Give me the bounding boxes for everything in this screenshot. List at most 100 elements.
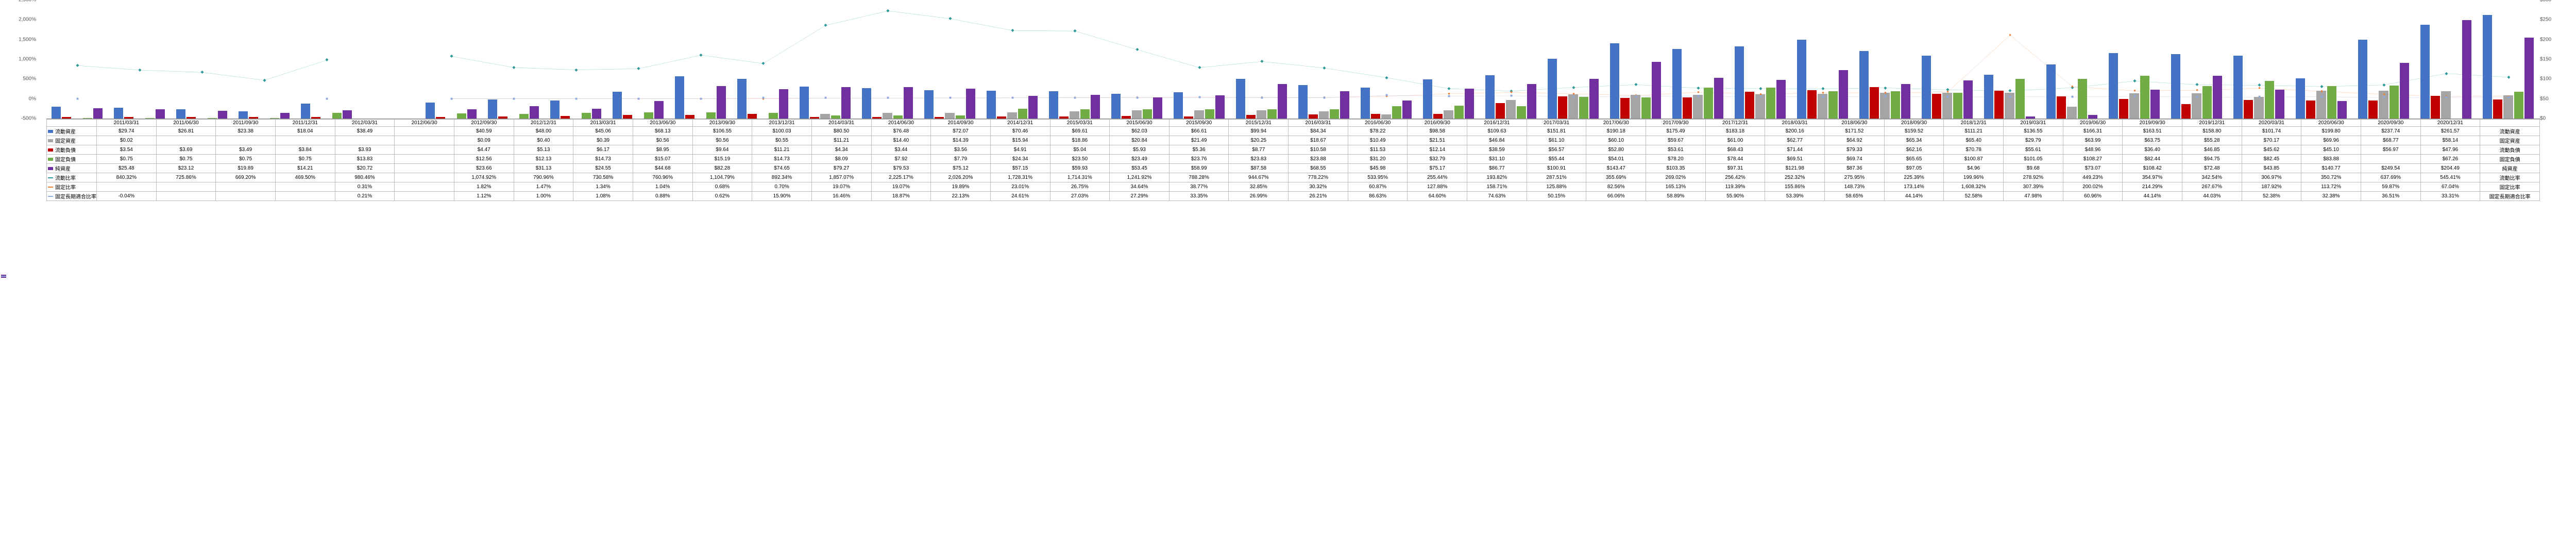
- bar-current_assets: [737, 79, 747, 119]
- table-cell: $97.31: [1705, 164, 1765, 173]
- table-cell: 59.87%: [2361, 182, 2420, 192]
- table-cell: $73.07: [2063, 164, 2123, 173]
- table-cell: $159.52: [1884, 127, 1944, 136]
- table-cell: 1,714.31%: [1050, 173, 1110, 182]
- bar-current_liab: [1496, 103, 1505, 119]
- period-header: 2018/06/30: [1825, 120, 1885, 127]
- bar-current_assets: [675, 76, 684, 119]
- table-cell: 1,074.92%: [454, 173, 514, 182]
- table-cell: $70.46: [990, 127, 1050, 136]
- bar-current_assets: [924, 90, 934, 119]
- bar-net_assets: [156, 109, 165, 119]
- bar-current_assets: [52, 107, 61, 119]
- table-cell: $45.62: [2242, 145, 2301, 155]
- table-cell: $83.88: [2301, 155, 2361, 164]
- row-label-right: 固定長期適合比率: [2480, 192, 2540, 201]
- bar-net_assets: [2524, 38, 2534, 119]
- bar-current_assets: [1298, 85, 1308, 119]
- table-cell: $101.05: [2004, 155, 2063, 164]
- bar-current_assets: [1548, 59, 1557, 119]
- bar-current_liab: [1184, 116, 1193, 119]
- bar-net_assets: [1091, 95, 1100, 119]
- bar-current_liab: [1807, 90, 1817, 119]
- table-cell: $48.00: [514, 127, 573, 136]
- period-header: 2017/12/31: [1705, 120, 1765, 127]
- table-cell: $15.07: [633, 155, 692, 164]
- table-cell: $158.80: [2182, 127, 2242, 136]
- bar-net_assets: [1589, 79, 1599, 119]
- bar-current_assets: [1111, 94, 1121, 119]
- table-cell: $0.02: [97, 136, 157, 145]
- table-cell: $20.72: [335, 164, 395, 173]
- table-cell: $5.04: [1050, 145, 1110, 155]
- table-cell: 256.42%: [1705, 173, 1765, 182]
- table-cell: $52.80: [1586, 145, 1646, 155]
- table-cell: $68.77: [2361, 136, 2420, 145]
- bar-current_liab: [124, 117, 133, 119]
- table-cell: $84.34: [1289, 127, 1348, 136]
- bar-fixed_assets: [1880, 93, 1889, 119]
- table-cell: 1,104.79%: [692, 173, 752, 182]
- row-label: 流動比率: [47, 173, 97, 182]
- table-cell: $79.53: [871, 164, 931, 173]
- table-cell: 269.02%: [1646, 173, 1706, 182]
- table-cell: $7.79: [931, 155, 991, 164]
- bar-fixed_liab: [956, 115, 965, 119]
- bar-fixed_assets: [1755, 94, 1765, 119]
- bar-fixed_liab: [1454, 106, 1464, 119]
- table-cell: $10.49: [1348, 136, 1408, 145]
- bar-fixed_liab: [2202, 86, 2212, 119]
- table-cell: $45.98: [1348, 164, 1408, 173]
- table-cell: $69.74: [1825, 155, 1885, 164]
- table-cell: 38.77%: [1169, 182, 1229, 192]
- table-cell: 840.32%: [97, 173, 157, 182]
- bar-net_assets: [1465, 89, 1474, 119]
- table-cell: [395, 155, 454, 164]
- bar-net_assets: [343, 110, 352, 119]
- period-header: 2017/06/30: [1586, 120, 1646, 127]
- table-cell: $56.57: [1527, 145, 1586, 155]
- table-cell: $199.80: [2301, 127, 2361, 136]
- bar-fixed_assets: [1194, 110, 1204, 119]
- table-cell: 1.82%: [454, 182, 514, 192]
- bar-fixed_liab: [270, 118, 279, 119]
- row-label: 流動負債: [47, 145, 97, 155]
- table-cell: $65.40: [1944, 136, 2004, 145]
- table-cell: $68.55: [1289, 164, 1348, 173]
- table-cell: [395, 164, 454, 173]
- period-header: 2020/03/31: [2242, 120, 2301, 127]
- table-cell: $29.74: [97, 127, 157, 136]
- table-cell: $38.49: [335, 127, 395, 136]
- table-cell: 730.58%: [573, 173, 633, 182]
- table-cell: $80.50: [811, 127, 871, 136]
- table-cell: $62.03: [1110, 127, 1170, 136]
- table-cell: $151.81: [1527, 127, 1586, 136]
- table-cell: 0.31%: [335, 182, 395, 192]
- table-cell: 669.20%: [216, 173, 276, 182]
- bar-current_liab: [1309, 114, 1318, 119]
- table-cell: $136.55: [2004, 127, 2063, 136]
- table-cell: 30.32%: [1289, 182, 1348, 192]
- table-cell: 15.90%: [752, 192, 812, 201]
- table-cell: 44.14%: [1884, 192, 1944, 201]
- bar-current_liab: [1433, 114, 1443, 119]
- table-cell: $68.43: [1705, 145, 1765, 155]
- table-cell: $0.40: [514, 136, 573, 145]
- table-cell: $261.57: [2420, 127, 2480, 136]
- table-cell: 252.32%: [1765, 173, 1825, 182]
- bar-fixed_assets: [2067, 107, 2076, 119]
- table-cell: $12.56: [454, 155, 514, 164]
- table-cell: $99.94: [1229, 127, 1289, 136]
- table-cell: 58.89%: [1646, 192, 1706, 201]
- row-label: 固定比率: [47, 182, 97, 192]
- bar-net_assets: [592, 109, 601, 119]
- table-cell: $61.10: [1527, 136, 1586, 145]
- table-cell: $46.85: [2182, 145, 2242, 155]
- table-cell: [216, 192, 276, 201]
- table-cell: [395, 182, 454, 192]
- table-cell: 469.50%: [275, 173, 335, 182]
- table-cell: $72.07: [931, 127, 991, 136]
- table-cell: 225.39%: [1884, 173, 1944, 182]
- table-cell: $78.44: [1705, 155, 1765, 164]
- table-cell: 60.96%: [2063, 192, 2123, 201]
